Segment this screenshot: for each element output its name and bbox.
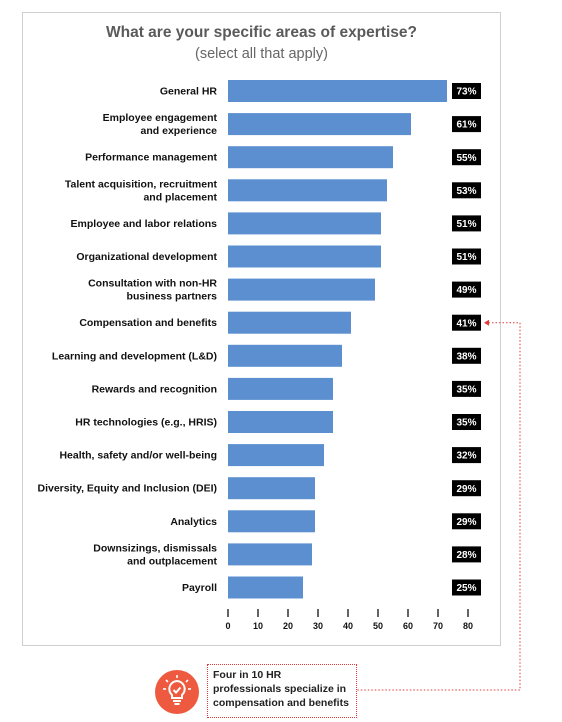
value-label-box xyxy=(452,347,481,364)
category-label: Diversity, Equity and Inclusion (DEI) xyxy=(38,483,218,495)
bar xyxy=(228,543,312,566)
value-label: 73% xyxy=(456,87,476,98)
category-label: Learning and development (L&D) xyxy=(52,350,217,362)
bar xyxy=(228,510,315,533)
category-label: and outplacement xyxy=(127,555,217,567)
value-label-box xyxy=(452,447,481,464)
callout-box: Four in 10 HR professionals specialize i… xyxy=(207,664,357,718)
bar xyxy=(228,113,411,136)
bar xyxy=(228,477,315,500)
bar xyxy=(228,444,324,467)
bar xyxy=(228,80,447,102)
category-label: Performance management xyxy=(85,152,217,164)
bar xyxy=(228,411,333,433)
lightbulb-icon-glyph xyxy=(163,675,191,705)
value-label: 35% xyxy=(456,385,476,396)
callout-line-2: professionals specialize in xyxy=(213,683,347,695)
callout-connector xyxy=(357,322,521,691)
value-label-box xyxy=(452,579,481,596)
value-label: 35% xyxy=(456,418,476,429)
category-label: HR technologies (e.g., HRIS) xyxy=(75,417,217,429)
category-label: business partners xyxy=(127,291,218,303)
value-label-box xyxy=(452,281,481,298)
value-label: 38% xyxy=(456,351,476,362)
callout-line-3: compensation and benefits xyxy=(213,697,349,709)
value-label-box xyxy=(452,149,481,166)
category-label: Rewards and recognition xyxy=(92,383,217,395)
bar xyxy=(228,377,333,400)
value-label: 41% xyxy=(456,318,476,329)
value-label: 28% xyxy=(456,550,476,561)
value-label: 51% xyxy=(456,219,476,230)
bar xyxy=(228,212,381,235)
x-tick-label: 20 xyxy=(283,621,293,631)
x-tick-label: 0 xyxy=(225,621,230,631)
value-label-box xyxy=(452,182,481,199)
value-label-box xyxy=(452,414,481,430)
category-label: Consultation with non-HR xyxy=(88,278,217,290)
x-tick-label: 40 xyxy=(343,621,353,631)
category-label: Health, safety and/or well-being xyxy=(59,450,217,462)
value-label-box xyxy=(452,83,481,99)
value-label-box xyxy=(452,314,481,331)
category-label: Analytics xyxy=(170,516,217,528)
value-label-box xyxy=(452,380,481,397)
category-label: Employee engagement xyxy=(103,112,218,124)
value-label-box xyxy=(452,116,481,133)
bar xyxy=(228,311,351,334)
category-label: and placement xyxy=(143,191,217,203)
category-label: Organizational development xyxy=(76,251,217,263)
x-tick-label: 70 xyxy=(433,621,443,631)
x-tick-label: 60 xyxy=(403,621,413,631)
x-tick-label: 30 xyxy=(313,621,323,631)
category-label: Talent acquisition, recruitment xyxy=(65,178,218,190)
value-label-box xyxy=(452,546,481,563)
value-label-box xyxy=(452,215,481,232)
category-label: Payroll xyxy=(182,582,217,594)
bar xyxy=(228,576,303,599)
value-label: 49% xyxy=(456,285,476,296)
category-label: Compensation and benefits xyxy=(79,317,217,329)
callout-line-1: Four in 10 HR xyxy=(213,669,282,681)
bar xyxy=(228,179,387,202)
value-label: 29% xyxy=(456,484,476,495)
value-label: 53% xyxy=(456,186,476,197)
connector-arrowhead xyxy=(484,319,489,326)
chart-subtitle: (select all that apply) xyxy=(195,46,328,62)
value-label: 25% xyxy=(456,583,476,594)
bar xyxy=(228,146,393,169)
lightbulb-icon xyxy=(155,670,199,714)
category-label: Employee and labor relations xyxy=(71,218,218,230)
x-tick-label: 10 xyxy=(253,621,263,631)
value-label: 32% xyxy=(456,451,476,462)
chart-title: What are your specific areas of expertis… xyxy=(106,24,417,41)
bar xyxy=(228,344,342,367)
value-label-box xyxy=(452,248,481,265)
value-label: 61% xyxy=(456,120,476,131)
value-label: 55% xyxy=(456,153,476,164)
value-label: 29% xyxy=(456,517,476,528)
bar xyxy=(228,278,375,301)
value-label-box xyxy=(452,513,481,530)
category-label: General HR xyxy=(160,86,218,98)
category-label: and experience xyxy=(141,125,218,137)
value-label: 51% xyxy=(456,252,476,263)
x-tick-label: 50 xyxy=(373,621,383,631)
value-label-box xyxy=(452,480,481,497)
x-tick-label: 80 xyxy=(463,621,473,631)
bar xyxy=(228,245,381,268)
category-label: Downsizings, dismissals xyxy=(93,542,217,554)
